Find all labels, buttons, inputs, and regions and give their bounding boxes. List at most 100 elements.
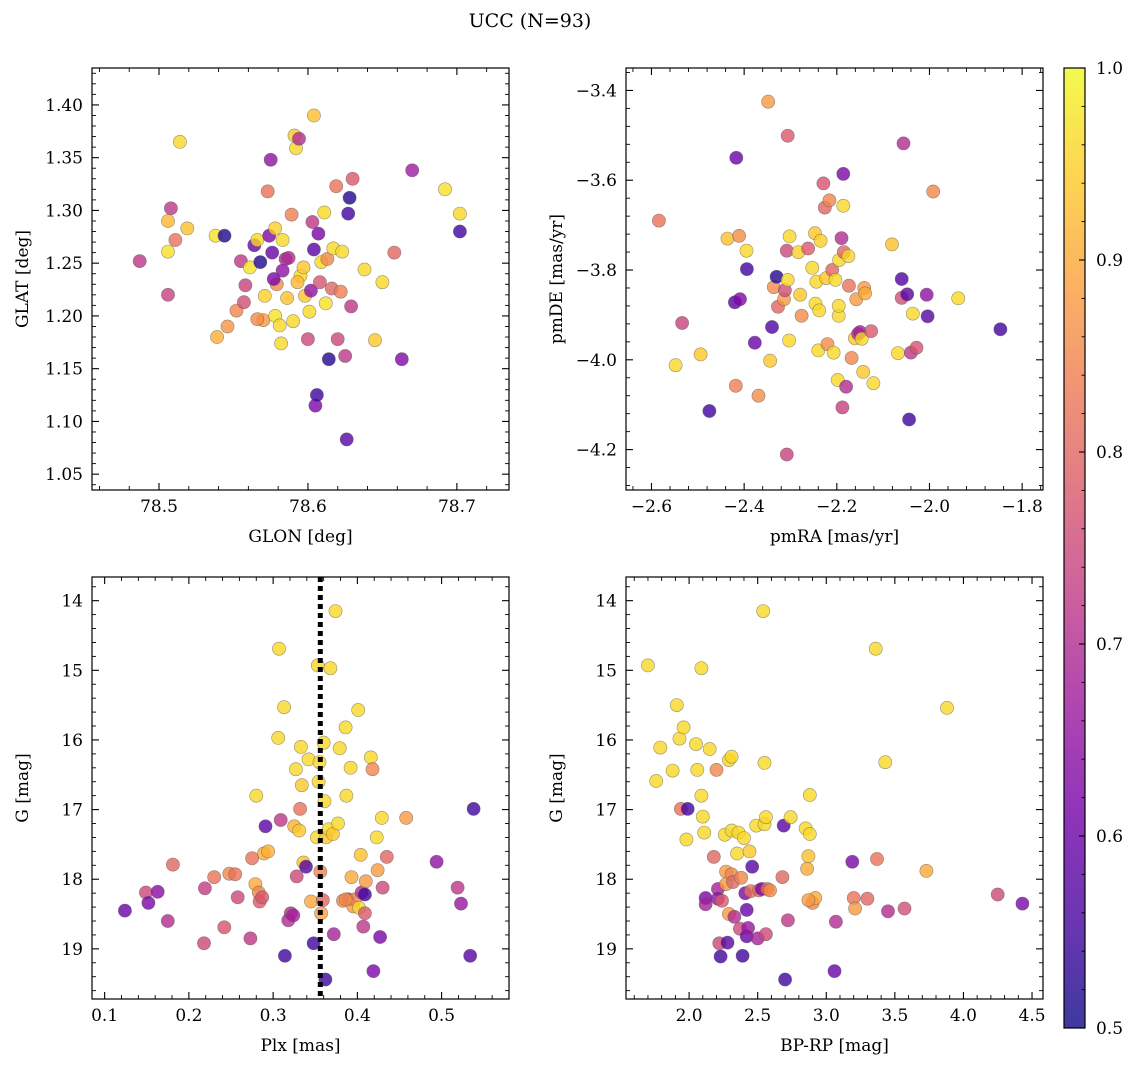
y-tick-label: −4.0 bbox=[576, 351, 617, 371]
data-point bbox=[338, 720, 353, 735]
data-point bbox=[312, 275, 327, 290]
data-point bbox=[326, 927, 341, 942]
data-point bbox=[365, 762, 380, 777]
y-tick-label: 15 bbox=[595, 661, 617, 681]
data-point bbox=[329, 179, 344, 194]
data-point bbox=[828, 272, 843, 287]
ticks: 0.1 0.2 0.3 0.4 0.5 14 15 16 17 18 19 bbox=[61, 577, 510, 1026]
data-point bbox=[357, 906, 372, 921]
data-point bbox=[834, 231, 849, 245]
x-tick-label: −2.2 bbox=[816, 497, 857, 517]
data-point bbox=[277, 700, 291, 715]
data-point bbox=[300, 332, 315, 346]
data-point bbox=[405, 163, 420, 178]
data-point bbox=[842, 278, 856, 293]
points bbox=[652, 94, 1008, 462]
data-point bbox=[299, 859, 313, 874]
y-tick-label: −3.6 bbox=[576, 171, 617, 191]
data-point bbox=[217, 920, 232, 935]
data-point bbox=[951, 291, 966, 306]
data-point bbox=[366, 964, 381, 978]
data-point bbox=[466, 802, 481, 816]
ticks: −2.6 −2.4 −2.2 −2.0 −1.8 −4.2 −4.0 −3.8 −3.6 −3.4 bbox=[576, 68, 1043, 517]
data-point bbox=[737, 831, 751, 845]
x-axis-label: Plx [mas] bbox=[260, 1036, 340, 1056]
colorbar-tick-label: 0.9 bbox=[1096, 251, 1123, 271]
y-tick-label: 17 bbox=[61, 801, 83, 821]
ticks: 78.5 78.6 78.7 1.05 1.10 1.15 1.20 1.25 1.30 1.35… bbox=[45, 68, 509, 517]
data-point bbox=[858, 286, 872, 301]
data-point bbox=[339, 788, 354, 803]
data-point bbox=[812, 303, 827, 318]
data-point bbox=[802, 788, 817, 802]
data-point bbox=[720, 935, 735, 950]
data-point bbox=[653, 740, 668, 755]
points bbox=[132, 108, 467, 447]
data-point bbox=[897, 901, 912, 916]
data-point bbox=[341, 206, 356, 221]
data-point bbox=[775, 870, 790, 884]
data-point bbox=[835, 400, 850, 415]
data-point bbox=[856, 364, 871, 379]
data-point bbox=[641, 658, 655, 673]
scatter-panel-4: 2.0 2.5 3.0 3.5 4.0 4.5 14 15 16 17 18 19 BP-RP [mag… bbox=[547, 576, 1046, 1056]
data-point bbox=[920, 309, 935, 324]
data-point bbox=[739, 243, 754, 258]
data-point bbox=[993, 322, 1008, 337]
data-point bbox=[253, 255, 268, 269]
data-point bbox=[353, 848, 368, 862]
y-tick-label: 1.30 bbox=[45, 201, 83, 221]
data-point bbox=[831, 298, 846, 313]
data-point bbox=[702, 404, 717, 418]
data-point bbox=[801, 241, 815, 256]
data-point bbox=[335, 244, 350, 259]
data-point bbox=[751, 388, 766, 403]
x-tick-label: 78.7 bbox=[438, 497, 476, 517]
y-tick-label: 1.10 bbox=[45, 412, 83, 432]
data-point bbox=[836, 166, 851, 181]
x-tick-label: −2.6 bbox=[631, 497, 672, 517]
data-point bbox=[454, 896, 468, 911]
data-point bbox=[351, 703, 366, 717]
data-point bbox=[730, 846, 744, 861]
scatter-panel-1: 78.5 78.6 78.7 1.05 1.10 1.15 1.20 1.25 1.30 1.35… bbox=[13, 67, 510, 547]
data-point bbox=[333, 284, 348, 299]
data-point bbox=[866, 376, 881, 391]
data-point bbox=[320, 252, 335, 266]
data-point bbox=[693, 347, 708, 362]
data-point bbox=[272, 318, 287, 333]
x-tick-label: 3.5 bbox=[881, 1006, 908, 1026]
data-point bbox=[759, 927, 773, 942]
x-tick-label: 0.1 bbox=[91, 1006, 118, 1026]
data-point bbox=[197, 936, 211, 951]
data-point bbox=[357, 887, 372, 902]
data-point bbox=[250, 233, 265, 247]
y-tick-label: 1.05 bbox=[45, 465, 83, 485]
data-point bbox=[165, 857, 180, 872]
colorbar-tick-label: 0.7 bbox=[1096, 635, 1123, 655]
data-point bbox=[260, 184, 275, 199]
data-point bbox=[813, 233, 828, 248]
data-point bbox=[1015, 896, 1030, 911]
y-axis-label: G [mag] bbox=[13, 753, 33, 822]
data-point bbox=[217, 228, 232, 243]
data-point bbox=[905, 306, 920, 321]
data-point bbox=[356, 919, 371, 934]
data-point bbox=[304, 894, 318, 909]
x-tick-label: 3.0 bbox=[813, 1006, 840, 1026]
data-point bbox=[783, 810, 798, 825]
data-point bbox=[801, 893, 816, 907]
y-tick-label: 15 bbox=[61, 661, 83, 681]
data-point bbox=[302, 304, 317, 319]
data-point bbox=[180, 221, 195, 236]
data-point bbox=[328, 604, 343, 618]
data-point bbox=[827, 964, 842, 978]
y-tick-label: 19 bbox=[595, 940, 617, 960]
y-tick-label: 1.25 bbox=[45, 254, 83, 274]
data-point bbox=[220, 319, 235, 334]
x-axis-label: BP-RP [mag] bbox=[780, 1036, 889, 1056]
data-point bbox=[669, 698, 684, 712]
x-tick-label: −2.4 bbox=[724, 497, 765, 517]
data-point bbox=[747, 335, 762, 350]
data-point bbox=[238, 278, 253, 293]
